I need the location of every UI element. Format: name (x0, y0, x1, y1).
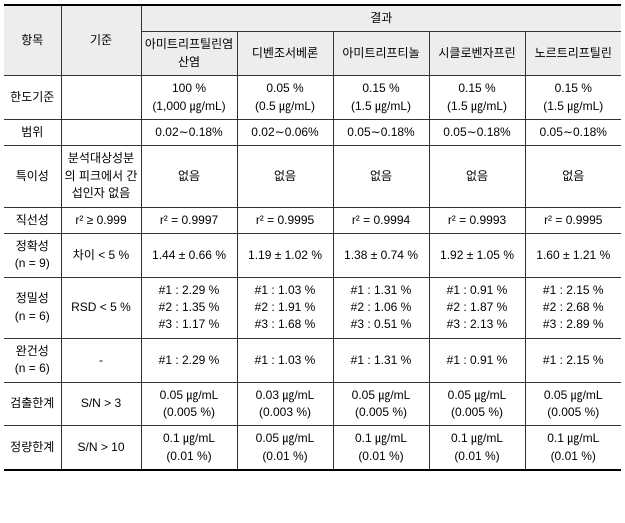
cell-criterion: 차이 < 5 % (61, 233, 141, 277)
cell-label: 정량한계 (4, 426, 61, 470)
cell-val-2: 없음 (333, 146, 429, 207)
cell-val-4: 0.15 % (1.5 ㎍/mL) (525, 76, 621, 120)
cell-val-1: #1 : 1.03 % (237, 338, 333, 382)
cell-val-1: r² = 0.9995 (237, 207, 333, 233)
cell-val-0: 100 % (1,000 ㎍/mL) (141, 76, 237, 120)
cell-val-3: 0.15 % (1.5 ㎍/mL) (429, 76, 525, 120)
cell-val-4: 0.05∼0.18% (525, 119, 621, 145)
cell-val-4: 0.1 ㎍/mL (0.01 %) (525, 426, 621, 470)
cell-val-3: #1 : 0.91 % #2 : 1.87 % #3 : 2.13 % (429, 277, 525, 338)
cell-criterion: S/N > 3 (61, 382, 141, 426)
cell-val-2: #1 : 1.31 % (333, 338, 429, 382)
cell-val-1: 0.02∼0.06% (237, 119, 333, 145)
row-limit: 한도기준 100 % (1,000 ㎍/mL) 0.05 % (0.5 ㎍/mL… (4, 76, 621, 120)
th-col-2: 아미트리프티놀 (333, 32, 429, 76)
cell-val-1: 0.05 % (0.5 ㎍/mL) (237, 76, 333, 120)
cell-label: 정밀성 (n = 6) (4, 277, 61, 338)
cell-val-2: 0.1 ㎍/mL (0.01 %) (333, 426, 429, 470)
cell-val-0: 0.05 ㎍/mL (0.005 %) (141, 382, 237, 426)
row-range: 범위 0.02∼0.18% 0.02∼0.06% 0.05∼0.18% 0.05… (4, 119, 621, 145)
cell-val-0: 1.44 ± 0.66 % (141, 233, 237, 277)
cell-criterion: S/N > 10 (61, 426, 141, 470)
cell-val-1: 0.05 ㎍/mL (0.01 %) (237, 426, 333, 470)
th-results: 결과 (141, 5, 621, 32)
cell-val-0: 0.1 ㎍/mL (0.01 %) (141, 426, 237, 470)
cell-val-3: 0.05∼0.18% (429, 119, 525, 145)
cell-val-4: 없음 (525, 146, 621, 207)
row-lod: 검출한계 S/N > 3 0.05 ㎍/mL (0.005 %) 0.03 ㎍/… (4, 382, 621, 426)
cell-val-2: 0.15 % (1.5 ㎍/mL) (333, 76, 429, 120)
cell-criterion: 분석대상성분의 피크에서 간섭인자 없음 (61, 146, 141, 207)
cell-val-1: 0.03 ㎍/mL (0.003 %) (237, 382, 333, 426)
cell-val-3: r² = 0.9993 (429, 207, 525, 233)
cell-criterion (61, 119, 141, 145)
cell-label: 검출한계 (4, 382, 61, 426)
row-robustness: 완건성 (n = 6) - #1 : 2.29 % #1 : 1.03 % #1… (4, 338, 621, 382)
cell-val-1: 1.19 ± 1.02 % (237, 233, 333, 277)
cell-criterion: RSD < 5 % (61, 277, 141, 338)
cell-val-2: #1 : 1.31 % #2 : 1.06 % #3 : 0.51 % (333, 277, 429, 338)
cell-val-0: #1 : 2.29 % #2 : 1.35 % #3 : 1.17 % (141, 277, 237, 338)
cell-val-4: 0.05 ㎍/mL (0.005 %) (525, 382, 621, 426)
th-item: 항목 (4, 5, 61, 76)
cell-label: 완건성 (n = 6) (4, 338, 61, 382)
cell-val-2: r² = 0.9994 (333, 207, 429, 233)
cell-val-0: 0.02∼0.18% (141, 119, 237, 145)
cell-criterion (61, 76, 141, 120)
cell-criterion: - (61, 338, 141, 382)
cell-val-3: 없음 (429, 146, 525, 207)
row-loq: 정량한계 S/N > 10 0.1 ㎍/mL (0.01 %) 0.05 ㎍/m… (4, 426, 621, 470)
cell-criterion: r² ≥ 0.999 (61, 207, 141, 233)
th-col-0: 아미트리프틸린염산염 (141, 32, 237, 76)
cell-val-4: 1.60 ± 1.21 % (525, 233, 621, 277)
cell-val-3: 1.92 ± 1.05 % (429, 233, 525, 277)
cell-val-4: #1 : 2.15 % #2 : 2.68 % #3 : 2.89 % (525, 277, 621, 338)
cell-val-1: 없음 (237, 146, 333, 207)
th-col-4: 노르트리프틸린 (525, 32, 621, 76)
cell-label: 특이성 (4, 146, 61, 207)
th-criterion: 기준 (61, 5, 141, 76)
cell-val-2: 0.05∼0.18% (333, 119, 429, 145)
cell-label: 한도기준 (4, 76, 61, 120)
cell-val-4: r² = 0.9995 (525, 207, 621, 233)
cell-val-0: #1 : 2.29 % (141, 338, 237, 382)
row-specificity: 특이성 분석대상성분의 피크에서 간섭인자 없음 없음 없음 없음 없음 없음 (4, 146, 621, 207)
cell-val-0: 없음 (141, 146, 237, 207)
cell-label: 직선성 (4, 207, 61, 233)
cell-val-3: #1 : 0.91 % (429, 338, 525, 382)
th-col-1: 디벤조서베론 (237, 32, 333, 76)
cell-val-1: #1 : 1.03 % #2 : 1.91 % #3 : 1.68 % (237, 277, 333, 338)
cell-val-4: #1 : 2.15 % (525, 338, 621, 382)
cell-val-3: 0.1 ㎍/mL (0.01 %) (429, 426, 525, 470)
row-precision: 정밀성 (n = 6) RSD < 5 % #1 : 2.29 % #2 : 1… (4, 277, 621, 338)
row-accuracy: 정확성 (n = 9) 차이 < 5 % 1.44 ± 0.66 % 1.19 … (4, 233, 621, 277)
validation-table: 항목 기준 결과 아미트리프틸린염산염 디벤조서베론 아미트리프티놀 시클로벤자… (4, 4, 621, 471)
row-linearity: 직선성 r² ≥ 0.999 r² = 0.9997 r² = 0.9995 r… (4, 207, 621, 233)
cell-label: 정확성 (n = 9) (4, 233, 61, 277)
cell-val-2: 0.05 ㎍/mL (0.005 %) (333, 382, 429, 426)
cell-label: 범위 (4, 119, 61, 145)
cell-val-0: r² = 0.9997 (141, 207, 237, 233)
cell-val-3: 0.05 ㎍/mL (0.005 %) (429, 382, 525, 426)
th-col-3: 시클로벤자프린 (429, 32, 525, 76)
cell-val-2: 1.38 ± 0.74 % (333, 233, 429, 277)
